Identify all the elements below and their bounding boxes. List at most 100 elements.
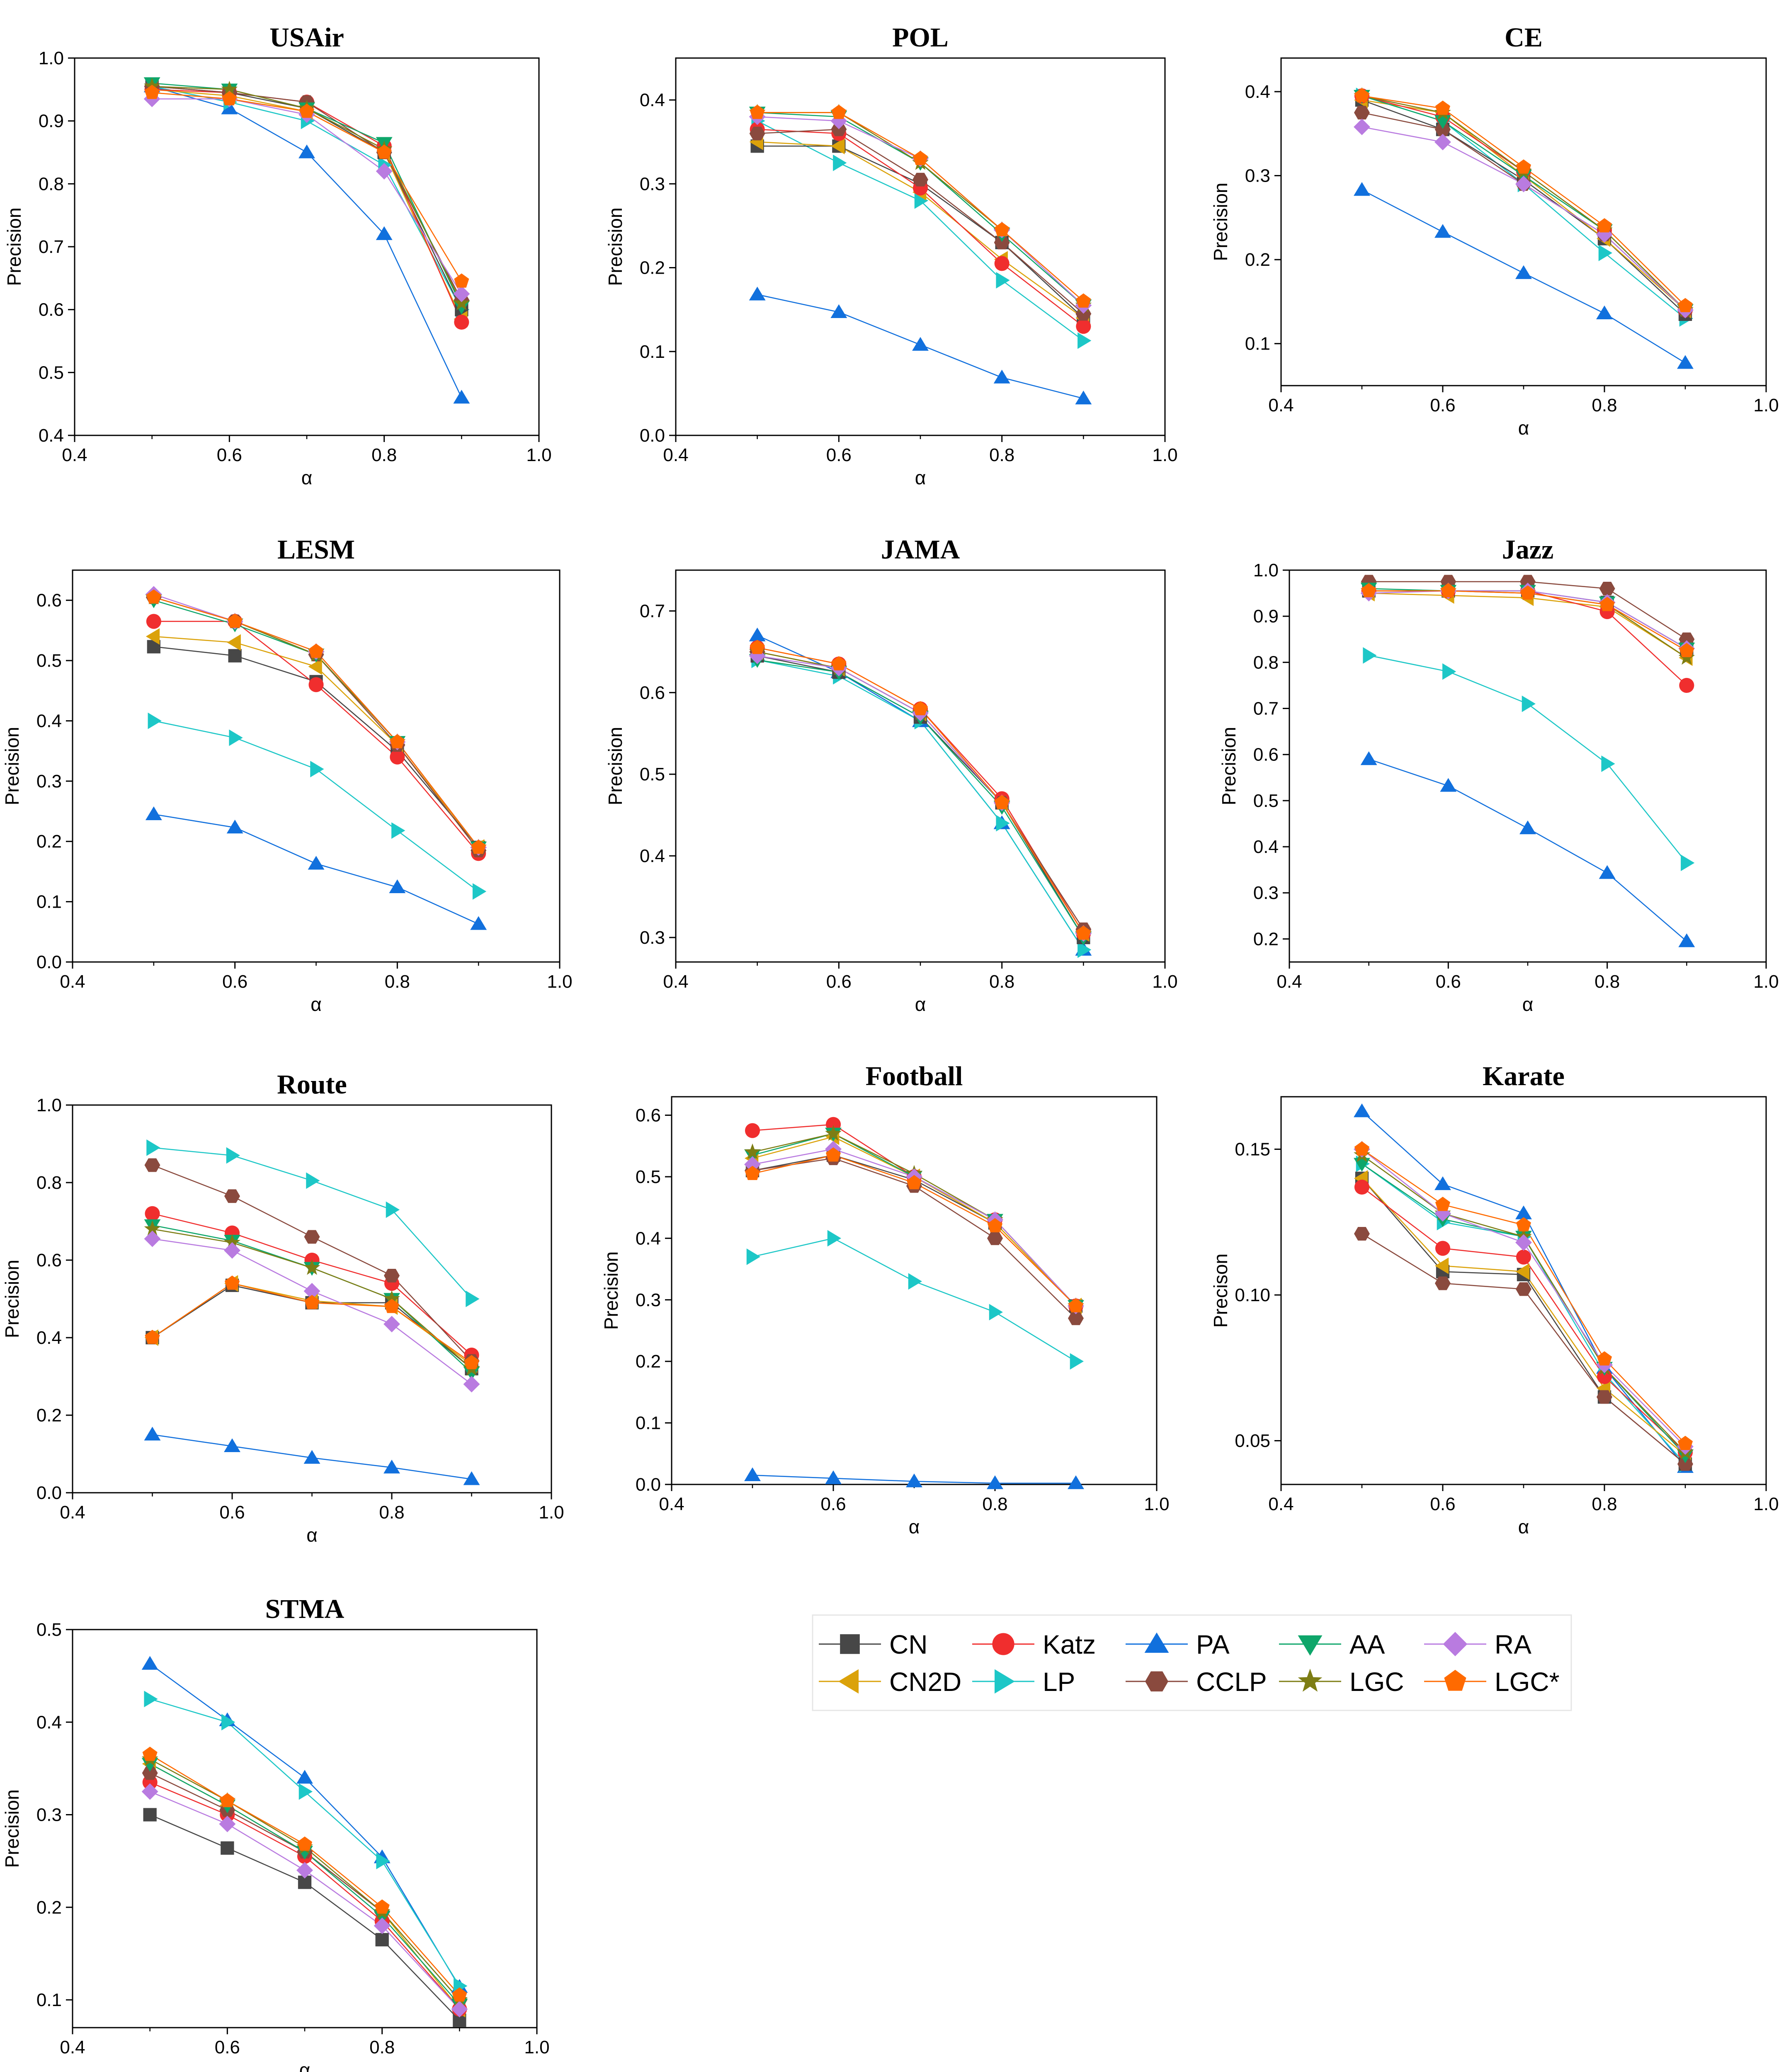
data-point-pa (376, 226, 393, 240)
data-point-pa (1515, 265, 1532, 279)
data-point-lgc-star (1520, 585, 1536, 600)
data-point-lgc-star (224, 1275, 240, 1290)
x-axis-label: α (311, 993, 322, 1015)
y-axis-label: Precision (1, 727, 23, 805)
legend-label: RA (1495, 1630, 1531, 1659)
y-tick-label: 0.4 (36, 711, 62, 731)
data-point-cn2d (1516, 1263, 1530, 1280)
legend-marker-lgc (1298, 1669, 1323, 1692)
data-point-pa (825, 1470, 842, 1484)
y-tick-label: 0.3 (1245, 166, 1270, 186)
y-tick-label: 0.6 (36, 1250, 62, 1270)
y-tick-label: 0.7 (1253, 699, 1279, 719)
data-point-lp (908, 1273, 922, 1290)
data-point-lgc-star (304, 1295, 320, 1309)
data-point-cclp (1597, 1390, 1612, 1404)
y-tick-label: 0.6 (640, 683, 665, 703)
x-axis-label: α (1518, 417, 1529, 439)
data-point-lgc-star (1677, 1436, 1693, 1450)
y-tick-label: 0.0 (640, 425, 665, 446)
legend-label: LP (1043, 1667, 1075, 1697)
legend-marker-lp (995, 1669, 1015, 1694)
data-point-ra (376, 163, 393, 180)
data-point-pa (1440, 778, 1457, 792)
data-point-lgc-star (308, 644, 324, 658)
data-point-lp (221, 1714, 235, 1731)
data-point-lgc-star (145, 1330, 160, 1344)
data-point-katz (145, 1206, 160, 1221)
data-point-pa (383, 1460, 400, 1474)
data-point-lp (226, 1147, 240, 1164)
chart-panel-karate: Karate 0.4 0.6 0.8 1.0 0.05 0.10 0.15 α Precison (1210, 1061, 1779, 1538)
legend-marker-pa (1144, 1632, 1169, 1653)
data-point-pa (144, 1426, 161, 1440)
data-point-aa (141, 1758, 158, 1772)
data-point-lp (146, 1139, 160, 1156)
data-point-lgc-star (1068, 1298, 1084, 1312)
x-tick-label: 0.4 (663, 972, 688, 992)
x-tick-label: 1.0 (1152, 445, 1177, 465)
data-point-lgc-star (1076, 293, 1091, 308)
data-point-katz (994, 256, 1010, 271)
data-point-cclp (1516, 1282, 1531, 1296)
data-point-pa (744, 1467, 761, 1481)
data-point-lgc-star (1599, 597, 1615, 611)
y-tick-label: 0.3 (36, 771, 62, 792)
legend-item-lp: LP (972, 1667, 1075, 1697)
y-tick-label: 0.2 (640, 258, 665, 278)
data-point-pa (1677, 355, 1694, 369)
data-point-lgc-star (831, 104, 847, 119)
chart-title: JAMA (881, 534, 960, 565)
legend-item-katz: Katz (972, 1630, 1096, 1659)
legend-marker-ra (1443, 1632, 1468, 1657)
data-point-pa (1354, 1103, 1370, 1117)
y-tick-label: 0.5 (1253, 791, 1279, 811)
x-tick-label: 0.6 (1436, 972, 1461, 992)
chart-panel-jazz: Jazz 0.4 0.6 0.8 1.0 0.2 0.3 0.4 0.5 0.6 0.7 0.8 0.9… (1218, 534, 1779, 1015)
data-point-lp (298, 1783, 313, 1800)
y-tick-label: 0.3 (1253, 883, 1279, 903)
y-tick-label: 0.1 (640, 342, 665, 362)
y-tick-label: 0.5 (36, 1620, 62, 1640)
data-point-lp (1070, 1353, 1084, 1370)
y-tick-label: 0.4 (636, 1228, 661, 1249)
data-point-pa (749, 287, 766, 301)
data-point-lgc-star (142, 1747, 158, 1761)
data-point-lgc-star (1597, 218, 1612, 233)
data-point-lgc-star (299, 103, 315, 118)
data-point-pa (226, 819, 243, 834)
data-point-lgc-star (1597, 1351, 1612, 1366)
y-axis-label: Precision (1218, 727, 1240, 805)
y-tick-label: 0.1 (636, 1413, 661, 1433)
y-tick-label: 0.4 (640, 846, 665, 866)
x-tick-label: 0.8 (379, 1502, 404, 1523)
data-point-lgc-star (1435, 100, 1451, 115)
x-tick-label: 0.8 (1594, 972, 1620, 992)
data-point-pa (1678, 933, 1695, 947)
legend-label: CN2D (889, 1667, 961, 1697)
data-point-katz (1679, 678, 1694, 693)
data-point-lgc-star (912, 701, 928, 716)
y-tick-label: 0.4 (1245, 82, 1270, 102)
data-point-katz (1076, 319, 1091, 334)
data-point-cn2d (1435, 1257, 1449, 1274)
data-point-katz (308, 677, 324, 692)
data-point-lgc-star (374, 1899, 390, 1914)
data-point-pa (906, 1473, 922, 1487)
data-point-cclp (912, 172, 928, 187)
data-point-cn (228, 649, 242, 663)
data-point-ra (453, 285, 470, 302)
y-tick-label: 0.2 (1245, 250, 1270, 270)
chart-panel-pol: POL 0.4 0.6 0.8 1.0 0.0 0.1 0.2 0.3 0.4 α Precision (604, 22, 1178, 488)
legend-item-aa: AA (1279, 1630, 1385, 1659)
legend-label: Katz (1043, 1630, 1096, 1659)
y-tick-label: 0.3 (36, 1805, 62, 1825)
data-point-cclp (1677, 1457, 1693, 1471)
x-axis-label: α (915, 993, 926, 1015)
data-point-lgc-star (1677, 298, 1693, 312)
x-axis-label: α (306, 1524, 318, 1546)
data-point-lgc-star (1076, 925, 1091, 940)
legend-marker-katz (992, 1633, 1014, 1655)
data-point-ra (303, 1283, 320, 1300)
